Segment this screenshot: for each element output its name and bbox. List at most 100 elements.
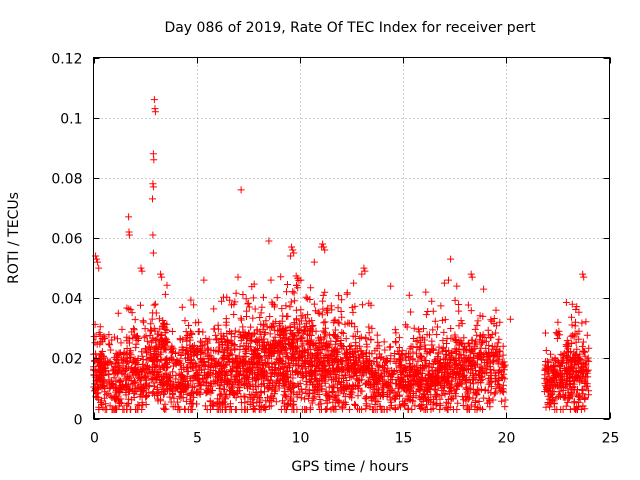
data-point	[147, 320, 155, 328]
data-point	[418, 353, 426, 361]
data-point	[97, 338, 105, 346]
data-point	[123, 376, 131, 384]
data-point	[464, 301, 472, 309]
data-point	[110, 393, 118, 401]
data-point	[262, 361, 270, 369]
data-point	[245, 357, 253, 365]
data-point	[397, 403, 404, 411]
data-point	[438, 384, 446, 392]
data-point	[210, 355, 218, 363]
data-point	[151, 327, 159, 335]
data-point	[205, 335, 213, 343]
data-point	[371, 401, 379, 408]
data-point	[292, 336, 300, 344]
data-point	[272, 318, 280, 326]
data-point	[126, 349, 134, 357]
data-point	[228, 351, 236, 359]
data-point	[375, 374, 383, 382]
data-point	[406, 388, 414, 396]
data-point	[203, 379, 210, 387]
data-point	[373, 355, 381, 363]
data-point	[227, 366, 235, 374]
data-point	[299, 312, 307, 320]
data-point	[254, 392, 262, 400]
data-point	[429, 346, 437, 354]
data-points	[90, 96, 593, 413]
data-point	[331, 402, 339, 410]
data-point	[398, 382, 406, 390]
data-point	[335, 319, 343, 327]
data-point	[392, 395, 399, 403]
data-point	[206, 352, 214, 360]
data-point	[356, 335, 364, 342]
data-point	[253, 326, 261, 334]
data-point	[542, 329, 549, 337]
data-point	[227, 400, 234, 408]
data-point	[183, 344, 191, 352]
data-point	[169, 387, 177, 395]
data-point	[230, 311, 238, 318]
data-point	[435, 364, 443, 372]
data-point	[330, 317, 338, 325]
data-point	[338, 372, 346, 380]
data-point	[337, 308, 345, 315]
data-point	[358, 351, 366, 359]
data-point	[367, 335, 375, 343]
y-tick-label: 0.12	[51, 52, 82, 68]
data-point	[375, 342, 383, 350]
data-point	[404, 406, 412, 413]
data-point	[236, 387, 243, 395]
data-point	[445, 388, 453, 396]
data-point	[378, 362, 386, 370]
data-point	[127, 306, 135, 314]
data-point	[286, 303, 294, 311]
data-point	[494, 339, 502, 347]
data-point	[303, 319, 311, 327]
data-point	[365, 361, 372, 369]
data-point	[140, 374, 148, 382]
data-point	[169, 348, 176, 356]
data-point	[354, 358, 362, 366]
data-point	[396, 356, 404, 364]
data-point	[332, 374, 340, 382]
data-point	[261, 371, 269, 379]
data-point	[432, 386, 440, 394]
data-point	[554, 318, 562, 326]
data-point	[168, 328, 176, 335]
data-point	[120, 348, 128, 356]
data-point	[275, 322, 283, 330]
data-point	[308, 317, 316, 325]
data-point	[211, 359, 219, 367]
data-point	[221, 385, 228, 393]
data-point	[255, 368, 263, 376]
data-point	[293, 390, 301, 398]
data-point	[262, 317, 270, 325]
data-point	[196, 382, 204, 390]
data-point	[449, 394, 457, 402]
data-point	[401, 353, 409, 361]
data-point	[442, 366, 450, 374]
data-point	[431, 393, 439, 401]
data-point	[95, 403, 103, 411]
data-point	[405, 371, 413, 379]
data-point	[498, 397, 506, 405]
data-point	[185, 322, 193, 329]
data-point	[129, 334, 137, 342]
data-point	[185, 351, 193, 359]
data-point	[441, 316, 449, 324]
data-point	[306, 367, 314, 375]
data-point	[356, 406, 363, 413]
data-point	[267, 395, 275, 403]
data-point	[209, 402, 217, 410]
data-point	[258, 303, 266, 311]
data-point	[357, 333, 365, 341]
data-point	[444, 396, 452, 403]
data-point	[258, 364, 266, 372]
data-point	[331, 326, 339, 334]
data-point	[259, 343, 267, 351]
data-point	[289, 246, 297, 254]
data-point	[218, 297, 225, 305]
data-point	[157, 395, 164, 403]
data-point	[267, 373, 275, 380]
data-point	[189, 400, 197, 408]
